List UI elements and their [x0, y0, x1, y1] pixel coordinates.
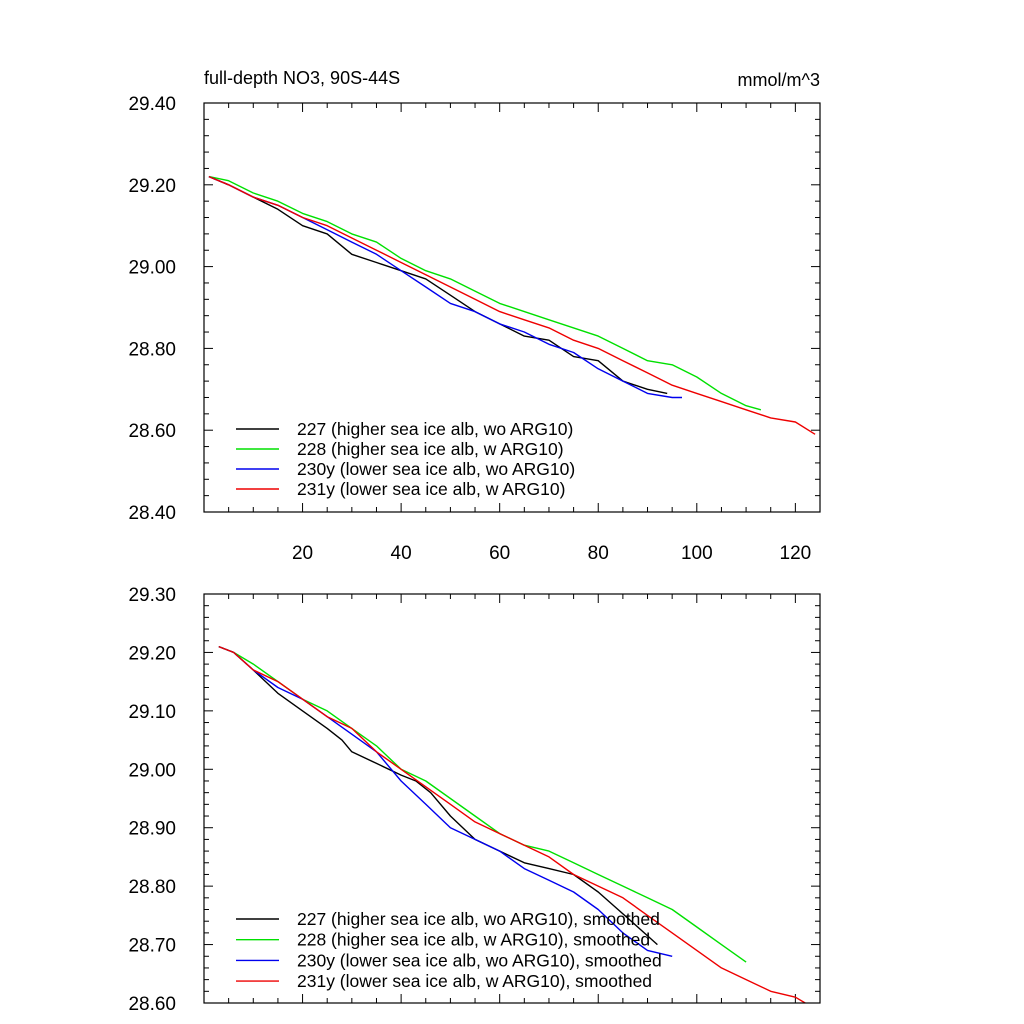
ticks-group: 28.40 28.60 28.80 29.00 29.20 29.40 20 40 60 80 10…: [128, 94, 820, 564]
plot-frame: [203, 102, 821, 513]
y-tick-label: 29.00: [128, 760, 176, 781]
y-tick-label: 29.40: [128, 94, 176, 115]
y-tick-label: 28.40: [128, 503, 176, 524]
legend-label: 230y (lower sea ice alb, wo ARG10), smoo…: [297, 950, 662, 970]
x-tick-label: 40: [391, 543, 412, 564]
x-tick-label: 100: [681, 543, 713, 564]
ticks-group: 28.60 28.70 28.80 28.90 29.00 29.10 29.20 29.30: [128, 585, 820, 1015]
legend-label: 231y (lower sea ice alb, w ARG10): [297, 479, 565, 499]
legend: 227 (higher sea ice alb, wo ARG10), smoo…: [236, 909, 662, 991]
series-line-2: [218, 645, 673, 957]
y-tick-label: 29.10: [128, 702, 176, 723]
bottom-panel: 28.60 28.70 28.80 28.90 29.00 29.10 29.20 29.30…: [128, 585, 821, 1015]
panel-title: full-depth NO3, 90S-44S: [204, 68, 400, 88]
y-tick-label: 29.30: [128, 585, 176, 606]
y-tick-label: 28.60: [128, 994, 176, 1015]
series-line-1: [208, 175, 762, 411]
legend-label: 228 (higher sea ice alb, w ARG10), smoot…: [297, 930, 650, 950]
top-panel: full-depth NO3, 90S-44S mmol/m^3 28.4028…: [128, 68, 821, 564]
units-label: mmol/m^3: [738, 70, 820, 90]
x-tick-label: 80: [588, 543, 609, 564]
series-line-0: [208, 175, 668, 395]
legend-label: 227 (higher sea ice alb, wo ARG10): [297, 419, 573, 439]
series-line-3: [218, 645, 806, 1004]
y-tick-label: 29.20: [128, 176, 176, 197]
legend-label: 230y (lower sea ice alb, wo ARG10): [297, 459, 575, 479]
legend-label: 231y (lower sea ice alb, w ARG10), smoot…: [297, 971, 652, 991]
series-line-3: [208, 175, 816, 435]
x-tick-label: 60: [489, 543, 510, 564]
y-tick-label: 29.20: [128, 643, 176, 664]
series-line-0: [218, 645, 658, 946]
y-tick-label: 28.80: [128, 339, 176, 360]
legend-label: 228 (higher sea ice alb, w ARG10): [297, 439, 564, 459]
legend: 227 (higher sea ice alb, wo ARG10)228 (h…: [236, 419, 575, 499]
y-tick-label: 28.80: [128, 877, 176, 898]
series-lines: [208, 175, 816, 435]
y-tick-label: 28.60: [128, 421, 176, 442]
y-tick-label: 28.90: [128, 819, 176, 840]
y-tick-label: 29.00: [128, 258, 176, 279]
x-tick-label: 20: [292, 543, 313, 564]
plot-frame: [203, 593, 821, 1004]
y-tick-label: 28.70: [128, 936, 176, 957]
legend-label: 227 (higher sea ice alb, wo ARG10), smoo…: [297, 909, 660, 929]
x-tick-label: 120: [780, 543, 812, 564]
series-lines: [218, 645, 806, 1004]
